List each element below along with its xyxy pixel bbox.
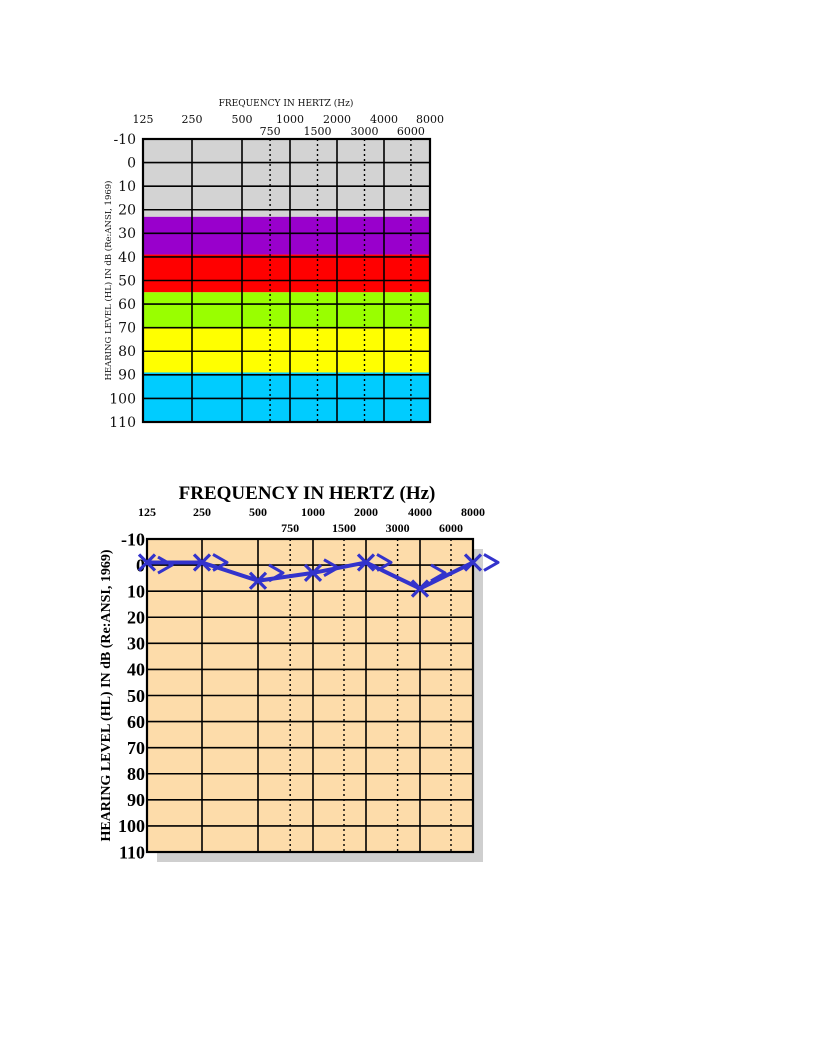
y-tick-label: 50 <box>118 273 136 289</box>
x-tick-label: 1000 <box>301 505 325 519</box>
data-point-bracket <box>483 553 500 572</box>
data-point-x <box>356 553 376 572</box>
hearing-band <box>143 254 430 293</box>
x-tick-label: 3000 <box>386 521 410 535</box>
y-tick-label: 80 <box>118 344 136 360</box>
y-tick-label: 40 <box>118 250 136 266</box>
y-tick-label: 10 <box>118 179 136 195</box>
y-tick-label: 110 <box>109 415 136 431</box>
x-tick-label: 1000 <box>276 113 304 126</box>
data-point-bracket <box>268 563 285 583</box>
plot-frame <box>141 137 432 424</box>
y-tick-label: 30 <box>118 226 136 242</box>
x-tick-label: 250 <box>182 113 203 126</box>
x-tick-label: 6000 <box>397 125 425 138</box>
hearing-band <box>143 139 430 217</box>
y-tick-label: 0 <box>136 555 145 575</box>
data-point-x <box>303 563 323 583</box>
y-tick-label: 70 <box>127 738 145 758</box>
data-point-x <box>248 571 268 590</box>
plot-frame <box>145 537 475 854</box>
x-tick-label: 2000 <box>323 113 351 126</box>
hearing-band <box>143 216 430 255</box>
y-tick-label: 90 <box>118 368 136 384</box>
x-tick-label: 8000 <box>416 113 444 126</box>
x-tick-label: 6000 <box>439 521 463 535</box>
y-tick-label: 100 <box>109 391 136 407</box>
x-tick-label: 125 <box>133 113 154 126</box>
y-tick-label: 100 <box>118 816 145 836</box>
data-point-bracket <box>212 553 229 572</box>
y-tick-label: 50 <box>127 686 145 706</box>
x-tick-label: 8000 <box>461 505 485 519</box>
data-point-x <box>192 553 212 572</box>
x-tick-label: 1500 <box>332 521 356 535</box>
data-point-x <box>137 553 157 572</box>
data-point-x <box>410 579 430 598</box>
hearing-band <box>143 292 430 328</box>
y-tick-label: 70 <box>118 321 136 337</box>
chart-title: FREQUENCY IN HERTZ (Hz) <box>219 98 354 109</box>
x-tick-label: 1500 <box>303 125 331 138</box>
x-tick-label: 250 <box>193 505 211 519</box>
x-tick-label: 4000 <box>370 113 398 126</box>
chart-title: FREQUENCY IN HERTZ (Hz) <box>179 483 436 504</box>
y-tick-label: 0 <box>127 155 136 171</box>
patient-audiogram-chart: FREQUENCY IN HERTZ (Hz)125 250 500 1000 2000… <box>99 483 500 862</box>
x-tick-label: 2000 <box>354 505 378 519</box>
hearing-loss-audiogram-chart: FREQUENCY IN HERTZ (Hz)125 250 500 1000 2000… <box>103 98 444 431</box>
x-tick-label: 4000 <box>408 505 432 519</box>
y-tick-label: 110 <box>119 842 145 862</box>
data-point-bracket <box>430 563 447 583</box>
data-point-x <box>463 553 483 572</box>
data-point-bracket <box>157 555 174 575</box>
y-tick-label: -10 <box>113 132 136 148</box>
x-tick-label: 125 <box>138 505 156 519</box>
x-tick-label: 3000 <box>350 125 378 138</box>
y-tick-label: 90 <box>127 790 145 810</box>
y-tick-label: 30 <box>127 634 145 654</box>
y-axis-label: HEARING LEVEL (HL) IN dB (Re:ANSI, 1969) <box>103 181 114 381</box>
y-tick-label: 60 <box>127 712 145 732</box>
x-tick-label: 500 <box>232 113 253 126</box>
hearing-band <box>143 327 430 373</box>
y-tick-label: -10 <box>121 529 145 549</box>
y-tick-label: 80 <box>127 764 145 784</box>
hearing-band <box>143 372 430 422</box>
x-tick-label: 750 <box>281 521 299 535</box>
y-tick-label: 10 <box>127 581 145 601</box>
data-point-bracket <box>376 553 393 572</box>
x-tick-label: 500 <box>249 505 267 519</box>
y-tick-label: 20 <box>118 203 136 219</box>
y-tick-label: 60 <box>118 297 136 313</box>
y-tick-label: 40 <box>127 660 145 680</box>
y-axis-label: HEARING LEVEL (HL) IN dB (Re:ANSI, 1969) <box>99 549 114 841</box>
y-tick-label: 20 <box>127 608 145 628</box>
data-point-bracket <box>323 558 340 577</box>
x-tick-label: 750 <box>260 125 281 138</box>
